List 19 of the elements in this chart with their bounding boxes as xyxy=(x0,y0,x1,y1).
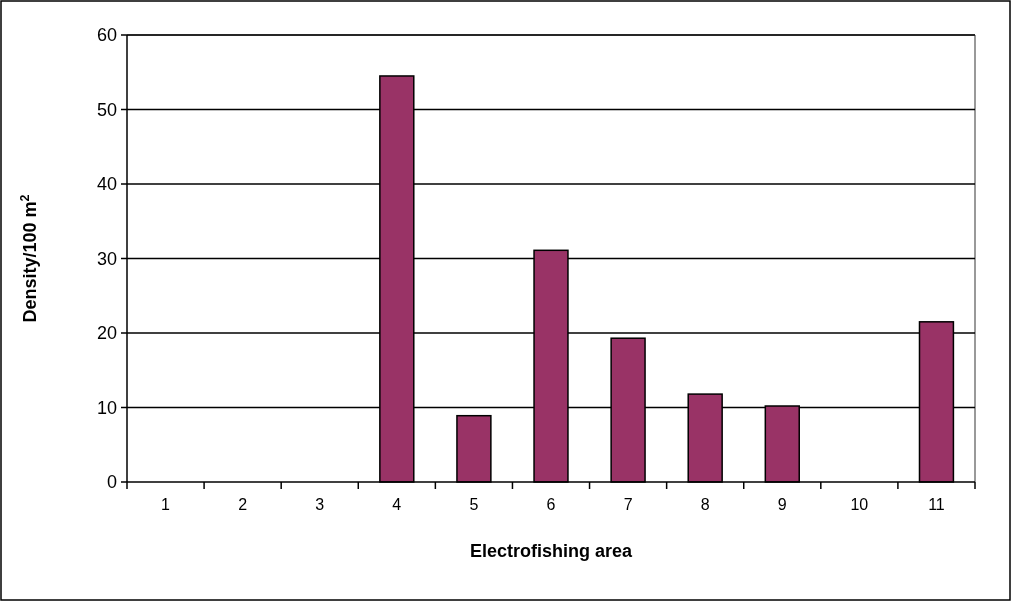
y-tick-label: 0 xyxy=(106,472,117,493)
x-tick-label: 11 xyxy=(928,496,945,513)
y-tick-label: 10 xyxy=(96,397,117,418)
x-tick-label: 8 xyxy=(700,496,710,513)
y-tick-label: 60 xyxy=(96,25,117,46)
y-tick-label: 40 xyxy=(96,174,117,195)
x-tick-label: 3 xyxy=(315,496,325,513)
x-tick-label: 6 xyxy=(546,496,556,513)
y-tick-label: 20 xyxy=(96,323,117,344)
x-tick-label: 1 xyxy=(161,496,171,513)
x-tick-label: 9 xyxy=(777,496,787,513)
x-tick-label: 4 xyxy=(392,496,402,513)
x-tick-label: 10 xyxy=(850,496,869,513)
y-tick-label: 30 xyxy=(96,248,117,269)
x-tick-label: 7 xyxy=(623,496,633,513)
y-tick-label: 50 xyxy=(96,99,117,120)
x-tick-label: 2 xyxy=(238,496,248,513)
x-tick-label: 5 xyxy=(469,496,479,513)
x-axis-title: Electrofishing area xyxy=(469,541,634,561)
